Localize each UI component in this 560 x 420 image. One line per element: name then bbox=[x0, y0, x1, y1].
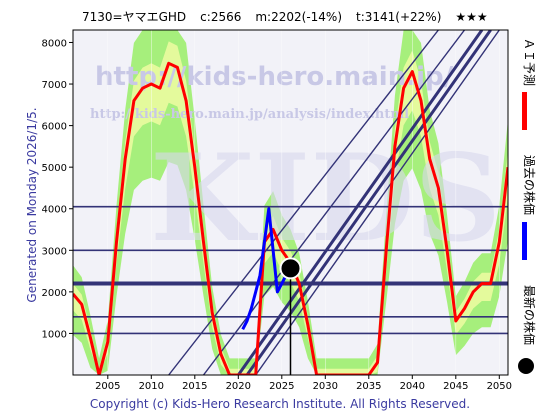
x-tick-label: 2030 bbox=[313, 381, 338, 392]
median-price-label: m:2202(-14%) bbox=[255, 10, 342, 24]
trend-line bbox=[255, 30, 500, 375]
x-tick-label: 2025 bbox=[269, 381, 294, 392]
y-tick-label: 1000 bbox=[42, 329, 67, 340]
y-tick-label: 4000 bbox=[42, 205, 67, 216]
x-tick-label: 2040 bbox=[400, 381, 425, 392]
y-tick-label: 7000 bbox=[42, 80, 67, 91]
trend-line bbox=[237, 30, 484, 375]
ticker-label: 7130=ヤマエGHD bbox=[82, 10, 187, 24]
watermark-url-analysis: http://kids-hero.main.jp/analysis/index.… bbox=[90, 107, 409, 122]
x-tick-label: 2010 bbox=[139, 381, 164, 392]
x-tick-label: 2035 bbox=[356, 381, 381, 392]
target-price-label: t:3141(+22%) bbox=[356, 10, 442, 24]
legend-past-price-swatch bbox=[522, 222, 527, 260]
plot-frame bbox=[72, 29, 509, 376]
legend-ai-forecast: ＡＩ予測 bbox=[522, 38, 536, 86]
legend-latest-price-marker bbox=[518, 358, 534, 374]
legend-past-price: 過去の株価 bbox=[522, 155, 537, 215]
y-tick-label: 8000 bbox=[42, 38, 67, 49]
y-tick-label: 3000 bbox=[42, 246, 67, 257]
y-tick-label: 6000 bbox=[42, 122, 67, 133]
chart-header: 7130=ヤマエGHD c:2566 m:2202(-14%) t:3141(+22%… bbox=[82, 8, 502, 25]
copyright-notice: Copyright (c) Kids-Hero Research Institu… bbox=[89, 397, 471, 411]
y-tick-label: 2000 bbox=[42, 288, 67, 299]
x-tick-label: 2045 bbox=[443, 381, 468, 392]
trend-line bbox=[245, 30, 492, 375]
latest-price-point bbox=[279, 257, 302, 280]
past-price-line bbox=[241, 207, 292, 330]
x-tick-label: 2020 bbox=[226, 381, 251, 392]
x-tick-label: 2050 bbox=[487, 381, 512, 392]
x-tick-label: 2015 bbox=[182, 381, 207, 392]
legend-ai-forecast-swatch bbox=[522, 92, 527, 130]
y-tick-label: 5000 bbox=[42, 163, 67, 174]
legend-latest-price: 最新の株価 bbox=[522, 285, 537, 345]
x-tick-label: 2005 bbox=[95, 381, 120, 392]
rating-stars: ★★★ bbox=[455, 10, 488, 24]
watermark-url: http://kids-hero.main.jp/ bbox=[95, 62, 454, 92]
current-price-label: c:2566 bbox=[200, 10, 242, 24]
